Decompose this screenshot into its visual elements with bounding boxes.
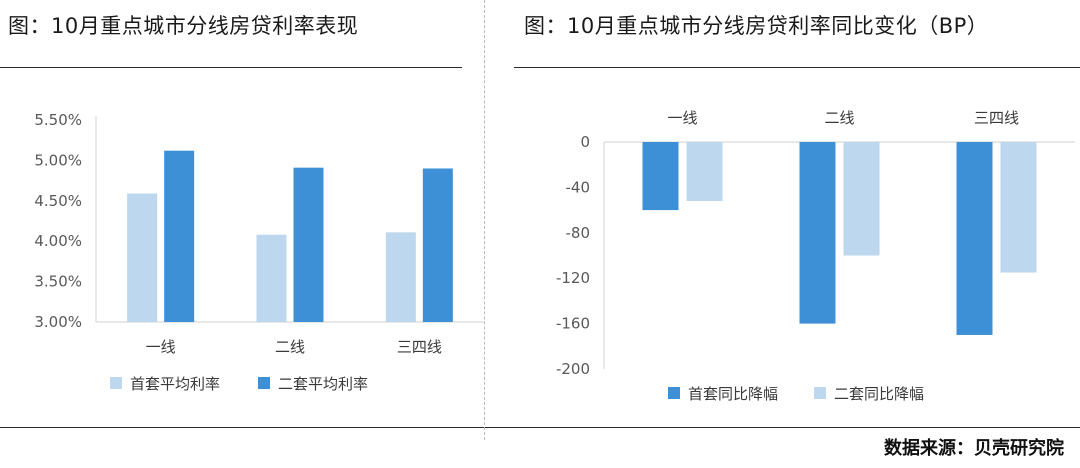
right-bar-first-home xyxy=(799,142,836,324)
panel-divider xyxy=(484,0,485,440)
right-legend-swatch xyxy=(668,387,680,399)
left-y-tick-label: 5.00% xyxy=(34,151,82,169)
left-bar-first-home xyxy=(256,234,287,322)
left-y-tick-label: 3.00% xyxy=(34,313,82,331)
left-y-tick-label: 5.50% xyxy=(34,111,82,129)
left-y-tick-label: 3.50% xyxy=(34,273,82,291)
right-y-tick-label: 0 xyxy=(580,133,590,151)
right-y-tick-label: -80 xyxy=(566,224,591,242)
data-source: 数据来源：贝壳研究院 xyxy=(884,438,1064,459)
left-legend-swatch xyxy=(258,377,270,389)
right-bar-first-home xyxy=(956,142,993,335)
bottom-rule xyxy=(0,427,1080,428)
left-bar-second-home xyxy=(422,168,453,322)
right-bar-second-home xyxy=(686,142,723,202)
left-category-label: 三四线 xyxy=(397,338,442,356)
left-legend-label: 二套平均利率 xyxy=(278,375,368,393)
right-legend-label: 首套同比降幅 xyxy=(688,385,778,403)
right-y-tick-label: -120 xyxy=(556,269,590,287)
right-bar-second-home xyxy=(843,142,880,256)
right-chart-title: 图：10月重点城市分线房贷利率同比变化（BP） xyxy=(524,14,989,38)
right-y-tick-label: -200 xyxy=(556,360,590,378)
right-category-label: 二线 xyxy=(824,109,854,127)
right-y-tick-label: -160 xyxy=(556,315,590,333)
left-bar-first-home xyxy=(385,232,416,322)
left-bar-second-home xyxy=(293,167,324,322)
right-legend-label: 二套同比降幅 xyxy=(834,385,924,403)
left-bar-first-home xyxy=(127,193,158,322)
right-title-rule xyxy=(514,67,1080,68)
left-legend-label: 首套平均利率 xyxy=(130,375,220,393)
left-chart-title: 图：10月重点城市分线房贷利率表现 xyxy=(8,14,359,38)
left-y-tick-label: 4.50% xyxy=(34,192,82,210)
right-legend-swatch xyxy=(814,387,826,399)
right-bar-first-home xyxy=(642,142,679,211)
right-category-label: 一线 xyxy=(667,109,697,127)
left-y-tick-label: 4.00% xyxy=(34,232,82,250)
left-category-label: 二线 xyxy=(275,338,305,356)
left-bar-second-home xyxy=(164,150,195,322)
left-category-label: 一线 xyxy=(146,338,176,356)
right-y-tick-label: -40 xyxy=(566,178,591,196)
left-title-rule xyxy=(0,67,462,68)
right-category-label: 三四线 xyxy=(974,109,1019,127)
left-legend-swatch xyxy=(110,377,122,389)
right-bar-second-home xyxy=(1000,142,1037,273)
